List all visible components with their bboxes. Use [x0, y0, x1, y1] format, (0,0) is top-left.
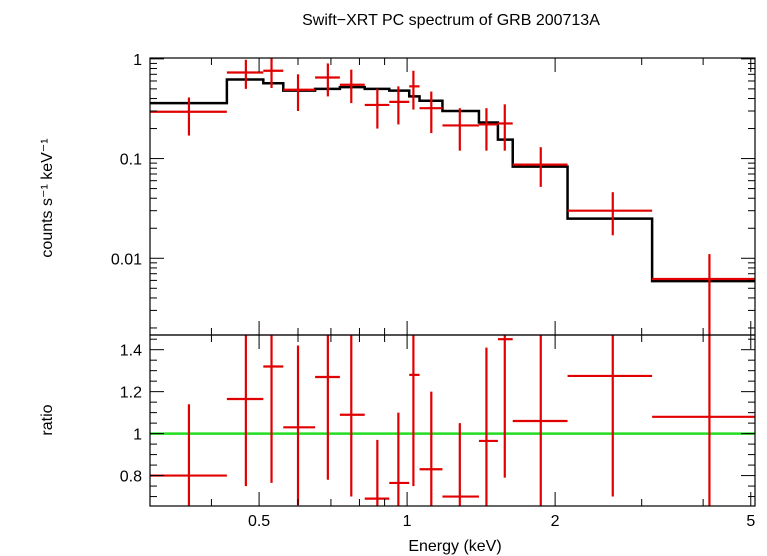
top-data-point-5 — [339, 69, 365, 104]
top-axes: 1 0.1 0.01 — [111, 52, 755, 329]
bottom-y-tick-label: 0.8 — [120, 469, 142, 486]
ratio-data-point-7 — [389, 412, 410, 506]
bottom-data-points — [150, 335, 755, 506]
top-data-point-9 — [419, 91, 443, 134]
ratio-data-point-13 — [512, 335, 568, 506]
bottom-y-tick-label: 1.2 — [120, 385, 142, 402]
top-y-tick-label: 0.1 — [120, 152, 142, 169]
bottom-panel: 0.8 1 1.2 1.4 — [120, 334, 756, 507]
top-data-point-0 — [150, 97, 227, 136]
bottom-panel-frame — [149, 334, 756, 507]
top-data-point-10 — [442, 108, 479, 151]
ratio-data-point-4 — [315, 335, 340, 480]
ratio-data-point-6 — [364, 439, 390, 506]
top-panel-frame — [149, 57, 756, 336]
ratio-data-point-5 — [339, 335, 365, 497]
ratio-data-point-1 — [226, 335, 264, 487]
ratio-data-point-8 — [409, 335, 420, 487]
x-axis-ticks: 0.5 1 2 5 — [149, 58, 755, 530]
top-data-point-8 — [409, 70, 420, 110]
top-y-axis-label: counts s⁻¹ keV⁻¹ — [39, 138, 56, 257]
top-data-point-2 — [263, 58, 284, 89]
ratio-data-point-10 — [442, 423, 479, 506]
ratio-data-point-2 — [263, 335, 284, 483]
top-data-point-3 — [283, 74, 316, 111]
x-tick-label: 5 — [746, 513, 755, 530]
top-data-point-6 — [364, 88, 390, 129]
top-panel: 1 0.1 0.01 — [111, 52, 756, 336]
x-tick-label: 0.5 — [248, 513, 270, 530]
top-data-point-7 — [389, 86, 410, 125]
top-data-points — [150, 58, 755, 335]
top-data-point-14 — [567, 192, 653, 236]
top-model-histogram — [150, 78, 755, 283]
bottom-y-tick-label: 1 — [133, 427, 142, 444]
ratio-data-point-9 — [419, 391, 443, 506]
x-tick-label: 1 — [403, 513, 412, 530]
ratio-data-point-3 — [283, 345, 316, 505]
top-data-point-13 — [512, 147, 568, 187]
ratio-data-point-12 — [497, 335, 513, 478]
ratio-data-point-15 — [652, 335, 755, 506]
top-y-tick-label: 1 — [133, 52, 142, 69]
ratio-data-point-0 — [150, 404, 227, 506]
chart-title: Swift−XRT PC spectrum of GRB 200713A — [302, 12, 600, 29]
bottom-y-axis-label: ratio — [39, 404, 56, 435]
bottom-axes: 0.8 1 1.2 1.4 — [120, 338, 755, 498]
top-data-point-1 — [226, 59, 264, 89]
ratio-data-point-11 — [478, 347, 498, 506]
top-data-point-4 — [315, 63, 340, 97]
ratio-data-point-14 — [567, 335, 653, 497]
top-data-point-12 — [497, 104, 513, 151]
bottom-y-tick-label: 1.4 — [120, 343, 142, 360]
model-step-line — [150, 78, 755, 283]
top-data-point-11 — [478, 108, 498, 151]
x-tick-label: 2 — [551, 513, 560, 530]
top-y-tick-label: 0.01 — [111, 251, 142, 268]
x-axis-label: Energy (keV) — [408, 538, 501, 555]
top-data-point-15 — [652, 254, 755, 335]
